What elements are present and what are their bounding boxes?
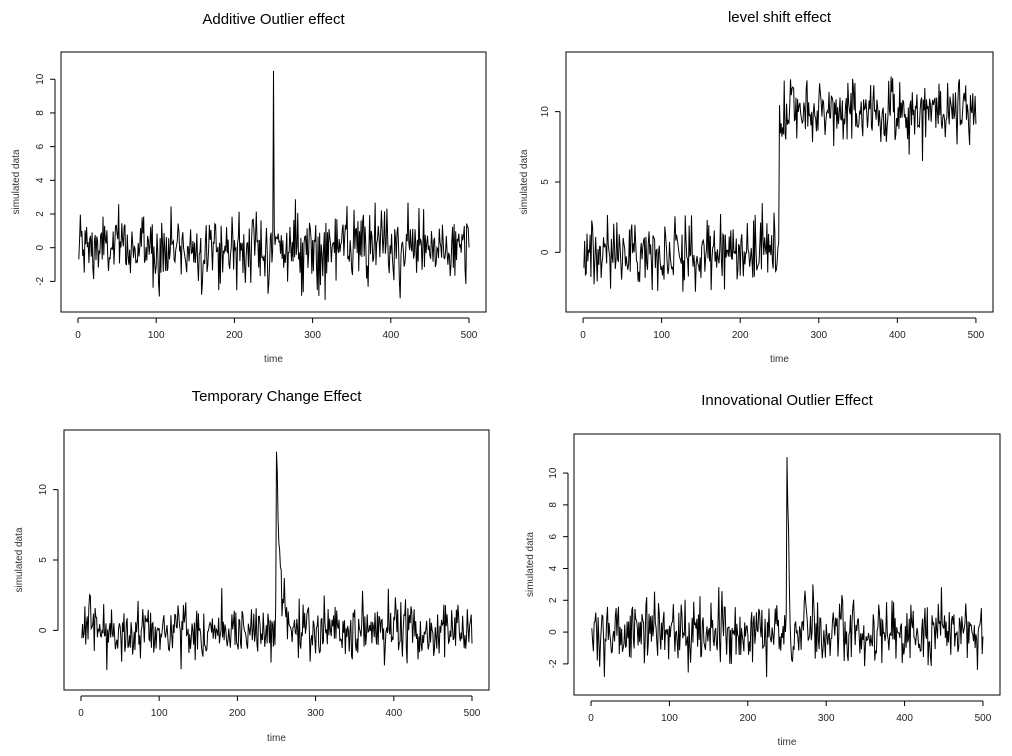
x-tick-label: 200	[226, 330, 243, 341]
y-tick-label: 5	[540, 179, 551, 185]
chart-panel-3: Temporary Change Effect 0 100 200 300 400 500 0…	[14, 388, 490, 744]
x-tick-label: 300	[304, 330, 321, 341]
x-tick-label: 500	[975, 713, 992, 724]
y-tick-label: 10	[35, 73, 46, 85]
x-axis-label: time	[770, 354, 789, 365]
x-axis-label: time	[264, 354, 283, 365]
x-tick-label: 200	[739, 713, 756, 724]
series-line	[591, 457, 984, 677]
x-tick-label: 0	[78, 708, 84, 719]
x-tick-label: 100	[661, 713, 678, 724]
y-tick-label: 0	[540, 249, 551, 255]
y-tick-label: 4	[35, 177, 46, 183]
x-tick-label: 0	[588, 713, 594, 724]
x-tick-label: 400	[382, 330, 399, 341]
x-tick-label: 0	[75, 330, 81, 341]
x-tick-label: 300	[818, 713, 835, 724]
y-tick-label: 8	[35, 110, 46, 116]
y-tick-label: 0	[548, 629, 559, 635]
chart-title: Temporary Change Effect	[192, 388, 363, 405]
y-tick-label: 10	[540, 106, 551, 118]
x-tick-label: 400	[385, 708, 402, 719]
x-tick-label: 100	[653, 330, 670, 341]
y-axis-label: simulated data	[14, 527, 25, 592]
x-axis-label: time	[267, 733, 286, 744]
x-tick-label: 200	[229, 708, 246, 719]
y-tick-label: -2	[548, 659, 559, 668]
chart-title: Innovational Outlier Effect	[701, 392, 873, 409]
y-tick-label: 0	[38, 627, 49, 633]
chart-panel-2: level shift effect 0 100 200 300 400 500 0 5 10 ti…	[519, 9, 994, 365]
x-tick-label: 500	[464, 708, 481, 719]
plot-frame	[565, 51, 994, 313]
y-axis-label: simulated data	[11, 149, 22, 214]
chart-title: level shift effect	[728, 9, 832, 26]
series-line	[78, 70, 470, 300]
x-tick-label: 500	[968, 330, 985, 341]
y-tick-label: 0	[35, 244, 46, 250]
x-tick-label: 500	[461, 330, 478, 341]
series-line	[583, 76, 977, 292]
y-tick-label: 10	[548, 467, 559, 479]
x-tick-label: 300	[810, 330, 827, 341]
x-tick-label: 300	[307, 708, 324, 719]
series-line	[81, 451, 473, 671]
x-tick-label: 0	[580, 330, 586, 341]
y-tick-label: 2	[548, 597, 559, 603]
y-tick-label: 4	[548, 565, 559, 571]
x-tick-label: 200	[732, 330, 749, 341]
chart-title: Additive Outlier effect	[202, 11, 345, 28]
y-tick-label: 2	[35, 211, 46, 217]
x-tick-label: 100	[148, 330, 165, 341]
plot-frame	[573, 433, 1001, 696]
x-tick-label: 100	[151, 708, 168, 719]
y-axis-label: simulated data	[525, 532, 536, 597]
y-tick-label: 6	[35, 143, 46, 149]
x-axis-label: time	[778, 737, 797, 748]
plot-frame	[60, 51, 487, 313]
y-tick-label: -2	[35, 277, 46, 286]
x-tick-label: 400	[889, 330, 906, 341]
x-tick-label: 400	[896, 713, 913, 724]
plot-frame	[63, 429, 490, 691]
y-axis-label: simulated data	[519, 149, 530, 214]
y-tick-label: 8	[548, 502, 559, 508]
y-tick-label: 6	[548, 533, 559, 539]
y-tick-label: 5	[38, 557, 49, 563]
y-tick-label: 10	[38, 484, 49, 496]
